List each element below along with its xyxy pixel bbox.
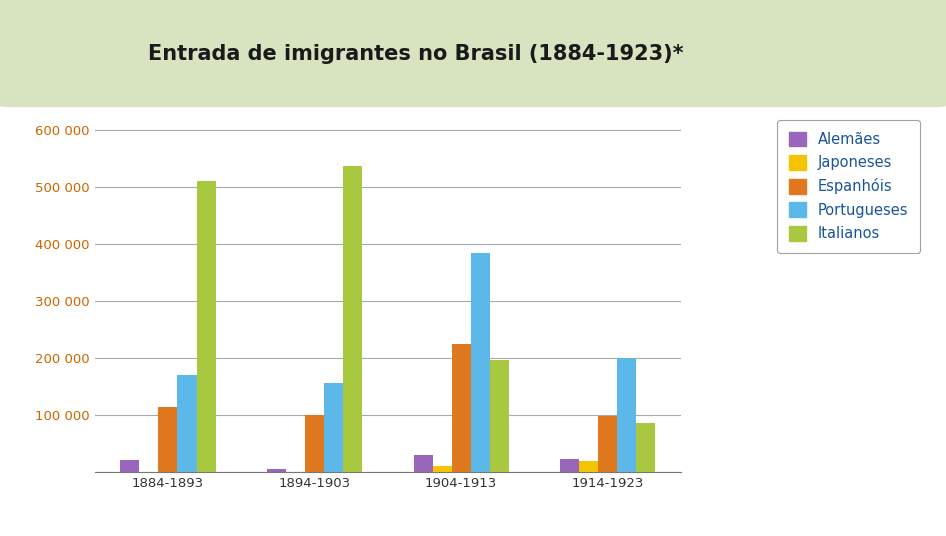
Bar bbox=[432, 466, 451, 472]
Bar bbox=[579, 461, 598, 472]
Bar bbox=[324, 383, 343, 472]
Bar bbox=[471, 253, 490, 472]
Text: Entrada de imigrantes no Brasil (1884-1923)*: Entrada de imigrantes no Brasil (1884-19… bbox=[149, 43, 684, 64]
Bar bbox=[267, 469, 286, 472]
Bar bbox=[413, 455, 432, 472]
Bar bbox=[120, 460, 139, 472]
Bar bbox=[451, 344, 471, 472]
Bar bbox=[178, 375, 197, 472]
Bar bbox=[637, 423, 656, 472]
Bar bbox=[305, 415, 324, 472]
Bar bbox=[598, 416, 618, 472]
Bar bbox=[618, 358, 637, 472]
Bar bbox=[158, 407, 178, 472]
Legend: Alemães, Japoneses, Espanhóis, Portugueses, Italianos: Alemães, Japoneses, Espanhóis, Portugues… bbox=[778, 120, 920, 253]
Bar bbox=[490, 360, 509, 472]
Bar bbox=[343, 166, 362, 472]
Bar bbox=[560, 459, 579, 472]
Bar bbox=[197, 181, 216, 472]
